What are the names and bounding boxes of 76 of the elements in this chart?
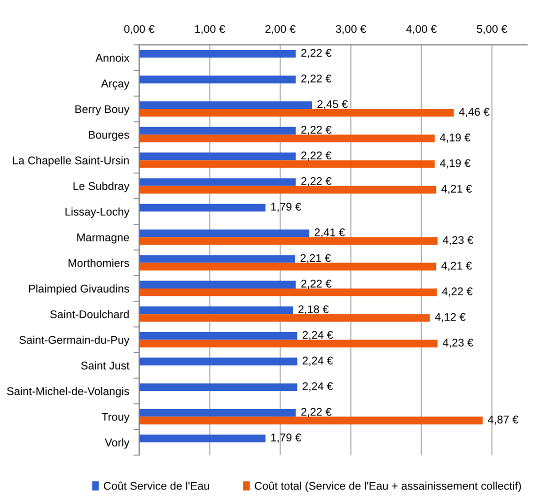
x-tick-label: 0,00 € — [124, 25, 154, 34]
data-label: 4,46 € — [459, 108, 490, 118]
data-label: 2,21 € — [300, 254, 331, 264]
data-label: 1,79 € — [271, 434, 302, 443]
data-label: 4,12 € — [435, 313, 466, 322]
y-tick-label: Vorly — [104, 438, 130, 449]
data-label: 1,79 € — [271, 202, 302, 212]
data-label: 2,18 € — [298, 305, 329, 315]
bar — [139, 204, 266, 212]
y-tick-label: Bourges — [89, 130, 130, 141]
data-label: 2,22 € — [301, 48, 332, 58]
bar — [139, 434, 266, 442]
bar — [139, 288, 437, 296]
y-tick-label: Marmagne — [77, 234, 129, 244]
y-tick-label: Plaimpied Givaudins — [29, 284, 130, 295]
x-tick-label: 3,00 € — [336, 25, 366, 34]
bar — [139, 416, 483, 424]
data-label: 2,22 € — [301, 280, 332, 289]
bar — [139, 383, 298, 392]
data-label: 2,22 € — [301, 74, 332, 84]
x-tick-label: 5,00 € — [476, 25, 508, 34]
data-label: 2,22 € — [301, 126, 332, 136]
bar — [139, 186, 436, 194]
x-tick-label: 1,00 € — [195, 25, 226, 34]
bar — [139, 280, 296, 288]
data-label: 4,87 € — [488, 416, 518, 425]
bar — [139, 50, 296, 58]
bar — [139, 262, 436, 270]
bar — [139, 332, 298, 340]
y-tick-label: Saint-Michel-de-Volangis — [7, 386, 130, 398]
y-tick-label: Lissay-Lochy — [66, 207, 130, 218]
data-label: 2,24 € — [302, 356, 333, 366]
bar — [139, 178, 296, 186]
data-label: 4,22 € — [442, 287, 473, 297]
data-label: 2,24 € — [302, 330, 333, 340]
bar — [139, 237, 438, 245]
legend-label: Coût Service de l'Eau — [104, 482, 210, 490]
y-tick-label: Trouy — [102, 413, 130, 423]
y-tick-label: Annoix — [96, 54, 130, 62]
bar — [139, 101, 312, 109]
data-label: 2,22 € — [301, 152, 332, 161]
y-tick-label: Arçay — [101, 80, 130, 90]
data-label: 4,19 € — [440, 134, 470, 143]
bar — [139, 126, 296, 135]
y-tick-label: Saint-Doulchard — [50, 310, 129, 318]
data-label: 4,19 € — [440, 159, 470, 168]
data-label: 2,41 € — [314, 228, 345, 238]
y-tick-label: Morthomiers — [68, 258, 130, 267]
bar — [139, 160, 435, 168]
data-label: 4,23 € — [442, 236, 474, 246]
data-label: 4,21 € — [441, 262, 472, 271]
data-label: 2,22 € — [301, 408, 332, 418]
data-label: 2,24 € — [302, 382, 333, 392]
bar — [139, 76, 296, 84]
bar — [139, 229, 310, 238]
legend-label: Coût total (Service de l'Eau + assainissement collectif) — [254, 482, 521, 492]
x-tick-label: 2,00 € — [265, 25, 296, 34]
y-tick-label: La Chapelle Saint-Ursin — [13, 156, 129, 167]
bar — [139, 255, 296, 263]
bar — [139, 340, 438, 348]
y-tick-label: Berry Bouy — [75, 105, 130, 116]
bar — [139, 358, 298, 366]
y-tick-label: Saint Just — [81, 361, 130, 370]
bar — [139, 152, 296, 160]
data-label: 2,45 € — [318, 100, 348, 110]
bar — [139, 108, 454, 117]
bar — [139, 314, 430, 322]
data-label: 4,23 € — [442, 338, 474, 348]
bar — [139, 134, 435, 142]
x-tick-label: 4,00 € — [406, 25, 437, 34]
data-label: 4,21 € — [441, 184, 472, 194]
bar — [139, 408, 296, 417]
y-tick-label: Saint-Germain-du-Puy — [19, 336, 130, 346]
y-tick-label: Le Subdray — [74, 182, 130, 192]
bar — [139, 306, 293, 314]
data-label: 2,22 € — [301, 177, 332, 186]
